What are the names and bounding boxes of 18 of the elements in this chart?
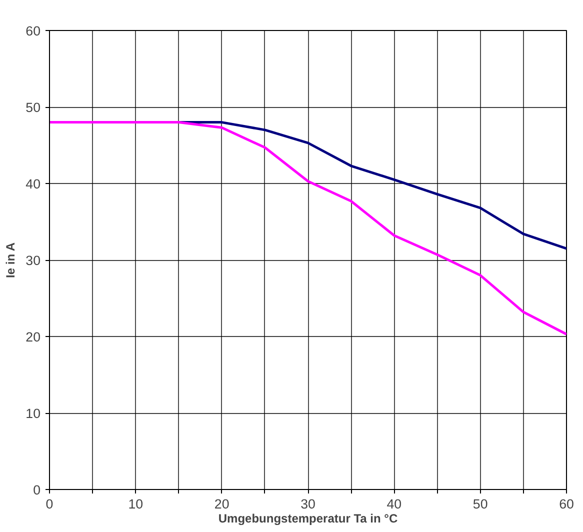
y-tick-label: 10	[26, 406, 41, 421]
x-tick-label: 60	[559, 496, 574, 512]
y-tick-label: 20	[26, 330, 41, 344]
x-tick-label: 30	[300, 496, 316, 512]
y-axis-title: Ie in A	[4, 242, 18, 278]
x-tick-label: 50	[472, 496, 488, 512]
line-series	[50, 121, 566, 336]
y-tick-label: 50	[26, 100, 41, 115]
x-tick-label: 0	[46, 496, 54, 512]
x-tick-label: 40	[386, 496, 402, 512]
y-tick-label: 30	[26, 253, 41, 268]
x-axis-title: Umgebungstemperatur Ta in °C	[218, 512, 398, 526]
x-tick-label: 10	[128, 496, 144, 512]
y-tick-label: 40	[26, 176, 41, 192]
x-tick-label: 20	[214, 496, 230, 512]
y-tick-label: 0	[33, 482, 41, 498]
y-tick-label: 60	[26, 24, 41, 38]
line-series	[178, 121, 566, 250]
